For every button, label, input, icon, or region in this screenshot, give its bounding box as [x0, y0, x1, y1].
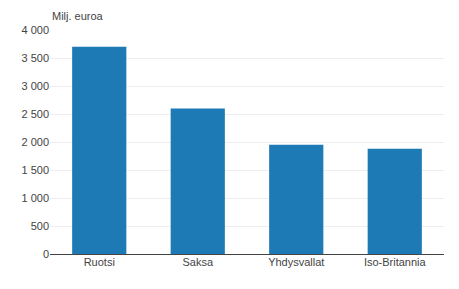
svg-text:2 500: 2 500 — [21, 108, 49, 120]
svg-text:Saksa: Saksa — [182, 256, 213, 268]
svg-text:3 000: 3 000 — [21, 80, 49, 92]
svg-text:Milj. euroa: Milj. euroa — [52, 10, 104, 22]
svg-text:3 500: 3 500 — [21, 52, 49, 64]
svg-text:1 500: 1 500 — [21, 164, 49, 176]
svg-text:500: 500 — [31, 220, 49, 232]
svg-text:4 000: 4 000 — [21, 24, 49, 36]
svg-text:1 000: 1 000 — [21, 192, 49, 204]
svg-text:0: 0 — [43, 248, 49, 260]
svg-text:Ruotsi: Ruotsi — [84, 256, 115, 268]
svg-text:Yhdysvallat: Yhdysvallat — [268, 256, 324, 268]
svg-text:2 000: 2 000 — [21, 136, 49, 148]
svg-text:Iso-Britannia: Iso-Britannia — [364, 256, 427, 268]
